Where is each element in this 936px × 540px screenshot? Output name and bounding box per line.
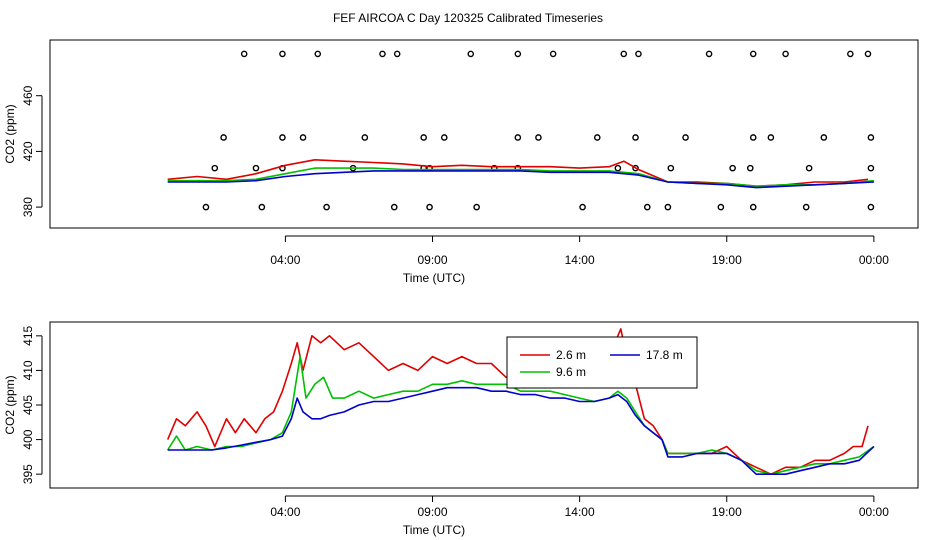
y-tick-label: 405 (21, 395, 35, 415)
scatter-point (614, 164, 622, 172)
y-axis-label: CO2 (ppm) (3, 104, 17, 163)
scatter-point (749, 134, 757, 141)
scatter-point (802, 203, 810, 211)
scatter-point (279, 134, 286, 141)
scatter-point (749, 203, 757, 211)
scatter-point (782, 50, 789, 58)
scatter-point (473, 203, 480, 211)
scatter-point (847, 50, 854, 58)
scatter-point (211, 164, 219, 172)
x-tick-label: 19:00 (712, 505, 742, 519)
series-line (167, 167, 874, 187)
series-line (167, 170, 874, 189)
y-tick-label: 410 (21, 360, 35, 380)
scatter-point (579, 203, 586, 211)
x-tick-label: 09:00 (417, 253, 447, 267)
scatter-point (220, 134, 227, 141)
series-line (167, 386, 875, 476)
x-tick-label: 00:00 (859, 505, 889, 519)
scatter-point (746, 164, 754, 172)
scatter-point (717, 203, 725, 211)
scatter-point (635, 50, 642, 58)
scatter-point (240, 50, 248, 58)
scatter-point (705, 50, 713, 58)
scatter-point (514, 50, 522, 58)
scatter-point (420, 134, 427, 141)
x-axis-label: Time (UTC) (403, 271, 465, 285)
scatter-point (252, 164, 260, 172)
plot-area (167, 50, 875, 211)
scatter-point (805, 164, 813, 172)
scatter-point (314, 50, 322, 58)
scatter-point (323, 203, 330, 211)
scatter-point (632, 134, 639, 141)
scatter-point (632, 164, 639, 172)
scatter-point (767, 134, 775, 141)
scatter-point (867, 134, 875, 141)
scatter-point (620, 50, 628, 58)
legend-label: 2.6 m (556, 348, 586, 362)
scatter-point (514, 134, 522, 141)
scatter-point (593, 134, 601, 141)
chart-title: FEF AIRCOA C Day 120325 Calibrated Times… (333, 11, 603, 25)
scatter-point (202, 203, 210, 211)
scatter-point (440, 134, 448, 141)
x-tick-label: 00:00 (859, 253, 889, 267)
y-tick-label: 400 (21, 429, 35, 449)
scatter-point (549, 50, 557, 58)
legend-box (506, 336, 698, 389)
scatter-point (393, 50, 401, 58)
scatter-point (426, 203, 433, 211)
x-tick-label: 14:00 (565, 505, 595, 519)
scatter-point (820, 134, 828, 141)
scatter-point (467, 50, 475, 58)
y-tick-label: 420 (21, 141, 35, 161)
y-tick-label: 395 (21, 464, 35, 484)
scatter-point (867, 203, 875, 211)
scatter-point (664, 203, 672, 211)
x-tick-label: 04:00 (270, 505, 300, 519)
scatter-point (667, 164, 675, 172)
scatter-point (361, 134, 369, 141)
x-tick-label: 19:00 (712, 253, 742, 267)
legend-label: 9.6 m (556, 365, 586, 379)
panel-top: 04:00 09:00 14:00 19:00 00:00 380 420 460 Time (… (3, 39, 919, 285)
y-tick-label: 380 (21, 197, 35, 217)
series-line (167, 159, 869, 187)
scatter-point (729, 164, 736, 172)
plot-frame (49, 321, 919, 489)
scatter-point (749, 50, 757, 58)
panel-bottom: 04:00 09:00 14:00 19:00 00:00 395 400 405 410 415… (3, 321, 919, 537)
x-axis-label: Time (UTC) (403, 523, 465, 537)
scatter-point (379, 50, 386, 58)
scatter-point (390, 203, 398, 211)
scatter-point (867, 164, 875, 172)
scatter-point (535, 134, 542, 141)
scatter-point (864, 50, 872, 58)
y-tick-label: 415 (21, 326, 35, 346)
x-tick-label: 04:00 (270, 253, 300, 267)
scatter-point (279, 50, 286, 58)
scatter-point (258, 203, 266, 211)
legend-label: 17.8 m (646, 348, 683, 362)
y-axis-label: CO2 (ppm) (3, 375, 17, 434)
x-tick-label: 09:00 (417, 505, 447, 519)
x-tick-label: 14:00 (565, 253, 595, 267)
y-tick-label: 460 (21, 85, 35, 105)
plot-frame (49, 39, 919, 229)
legend: 2.6 m 17.8 m 9.6 m (506, 336, 698, 389)
scatter-point (299, 134, 307, 141)
scatter-point (682, 134, 689, 141)
scatter-point (644, 203, 651, 211)
